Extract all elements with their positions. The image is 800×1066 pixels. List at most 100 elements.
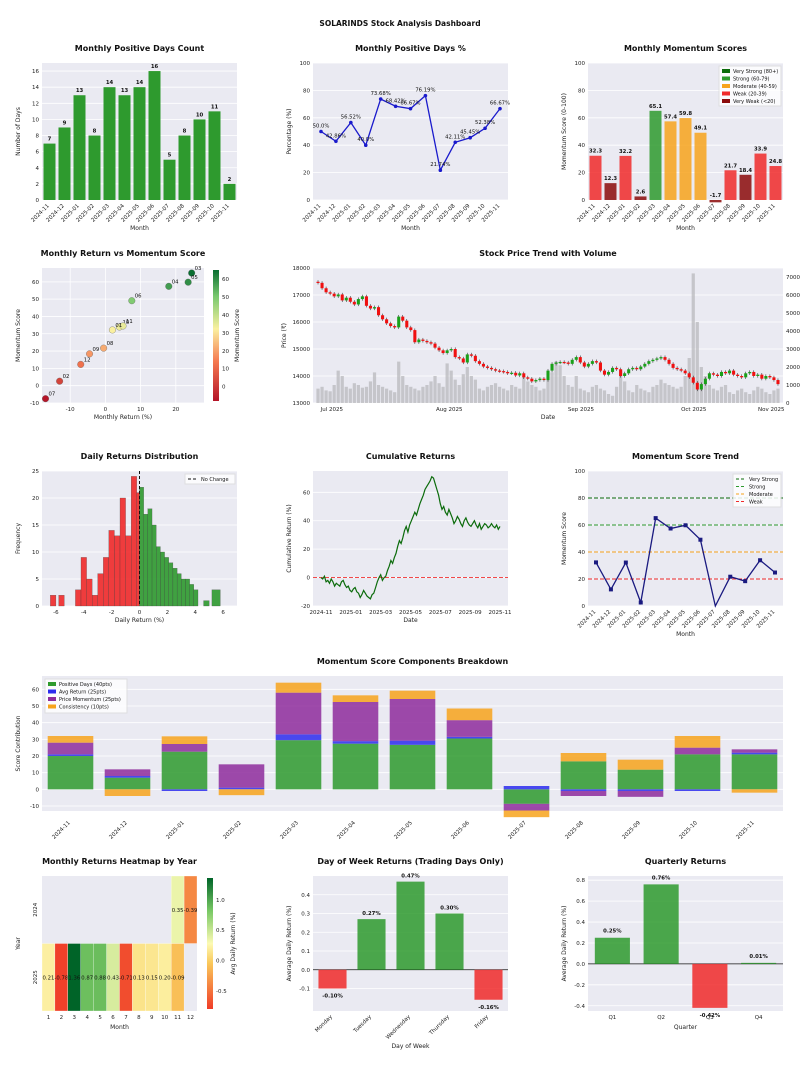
volume-bar bbox=[570, 386, 574, 403]
y-tick-label: 100 bbox=[300, 61, 311, 67]
y-tick-label: 0.1 bbox=[301, 949, 310, 955]
bar bbox=[724, 170, 737, 200]
volume-bar bbox=[469, 376, 473, 403]
y-tick-label: 60 bbox=[303, 116, 310, 122]
colorbar-tick: 60 bbox=[222, 277, 229, 283]
y-tick-label: 6 bbox=[36, 150, 40, 156]
data-label: 32.3 bbox=[589, 149, 602, 155]
stacked-bar-segment bbox=[731, 789, 778, 793]
bar bbox=[474, 969, 503, 1000]
volume-bar bbox=[538, 390, 542, 403]
volume-bar bbox=[457, 385, 461, 403]
candle bbox=[659, 357, 663, 359]
data-label: -0.42% bbox=[700, 1013, 721, 1019]
volume-bar bbox=[405, 385, 409, 403]
stacked-bar-segment bbox=[332, 741, 379, 744]
y-tick-label: 0.0 bbox=[576, 962, 585, 968]
stacked-bar-segment bbox=[161, 751, 208, 790]
y-axis-label: Average Daily Return (%) bbox=[286, 906, 293, 982]
candle bbox=[437, 347, 441, 351]
histogram-bar bbox=[203, 600, 210, 607]
chart-title: Monthly Return vs Momentum Score bbox=[41, 249, 206, 258]
x-tick-label: 6 bbox=[221, 610, 225, 616]
data-label: 16 bbox=[151, 64, 159, 70]
volume-bar bbox=[348, 388, 352, 403]
legend-swatch bbox=[722, 69, 730, 73]
volume-bar bbox=[562, 376, 566, 403]
y-tick-label: 0 bbox=[36, 787, 40, 793]
bar bbox=[223, 183, 236, 200]
candle bbox=[627, 369, 631, 374]
volume-bar bbox=[437, 383, 441, 403]
candle bbox=[744, 373, 748, 378]
data-point bbox=[683, 523, 688, 528]
x-tick-label: Thursday bbox=[428, 1014, 452, 1038]
volume-bar bbox=[413, 388, 417, 403]
x-tick-label: Q2 bbox=[657, 1015, 665, 1021]
stacked-bar-segment bbox=[47, 742, 94, 755]
data-label: 2.6 bbox=[636, 189, 646, 195]
data-label: 73.68% bbox=[371, 91, 391, 97]
volume-bar bbox=[324, 390, 328, 403]
volume-bar bbox=[772, 390, 776, 403]
volume-bar bbox=[610, 395, 615, 403]
x-tick-label: 2025-07 bbox=[429, 610, 452, 616]
x-tick-label: 2025-05 bbox=[399, 610, 422, 616]
data-label: 59.8 bbox=[679, 111, 692, 117]
candle bbox=[360, 296, 364, 300]
candle bbox=[558, 361, 562, 364]
data-point bbox=[698, 537, 703, 542]
candle bbox=[401, 316, 405, 321]
colorbar bbox=[213, 270, 219, 401]
x-axis-label: Month bbox=[401, 225, 420, 232]
volume-bar bbox=[764, 392, 768, 403]
data-label: 68.42% bbox=[385, 98, 405, 104]
page-title: SOLARINDS Stock Analysis Dashboard bbox=[319, 19, 480, 28]
volume-bar bbox=[384, 388, 389, 403]
volume-bar bbox=[715, 390, 720, 403]
x-tick-label: Q4 bbox=[755, 1015, 763, 1021]
data-label: 12 bbox=[84, 357, 91, 363]
data-label: 52.38% bbox=[475, 120, 495, 126]
chart-cumulative-returns: Cumulative Returns Date Cumulative Return … bbox=[286, 452, 511, 624]
y-tick-label: 20 bbox=[32, 754, 39, 760]
y-axis-label: Price (₹) bbox=[281, 323, 288, 348]
y-tick-label: -0.4 bbox=[574, 1004, 585, 1010]
cell-label: 0.87 bbox=[81, 975, 93, 981]
volume-bar bbox=[380, 386, 385, 403]
candle bbox=[348, 297, 352, 302]
volume-tick-label: 0 bbox=[786, 401, 790, 407]
data-label: 42.11% bbox=[445, 134, 465, 140]
legend-label: Moderate (40-59) bbox=[733, 84, 777, 90]
volume-tick-label: 3000 bbox=[786, 347, 800, 353]
data-point bbox=[453, 140, 458, 145]
y-tick-label: -10 bbox=[30, 401, 39, 407]
volume-bar bbox=[695, 322, 699, 403]
bar bbox=[664, 121, 677, 200]
data-label: 5 bbox=[168, 153, 172, 159]
bar bbox=[58, 127, 71, 200]
y-axis-label: Score Contribution bbox=[15, 715, 22, 771]
data-point bbox=[42, 395, 49, 403]
x-tick-label: 2025-04 bbox=[336, 820, 357, 841]
candle bbox=[526, 377, 530, 379]
chart-title: Day of Week Returns (Trading Days Only) bbox=[317, 857, 503, 866]
candle bbox=[675, 367, 679, 370]
candle bbox=[356, 299, 360, 305]
y-tick-label: 17000 bbox=[293, 293, 311, 299]
y-tick-label: 50 bbox=[32, 297, 39, 303]
candle bbox=[683, 370, 687, 374]
volume-bar bbox=[736, 390, 740, 403]
y-tick-label: 20 bbox=[303, 547, 310, 553]
cell-label: -0.39 bbox=[184, 908, 198, 914]
stacked-bar-segment bbox=[731, 749, 778, 753]
candle bbox=[748, 371, 752, 374]
candle bbox=[368, 305, 373, 309]
volume-bar bbox=[582, 390, 586, 403]
candle bbox=[352, 301, 356, 305]
candle bbox=[393, 326, 397, 328]
bar bbox=[318, 969, 347, 989]
data-point bbox=[608, 587, 613, 592]
x-tick-label: Oct 2025 bbox=[681, 407, 707, 413]
candle bbox=[695, 382, 699, 390]
